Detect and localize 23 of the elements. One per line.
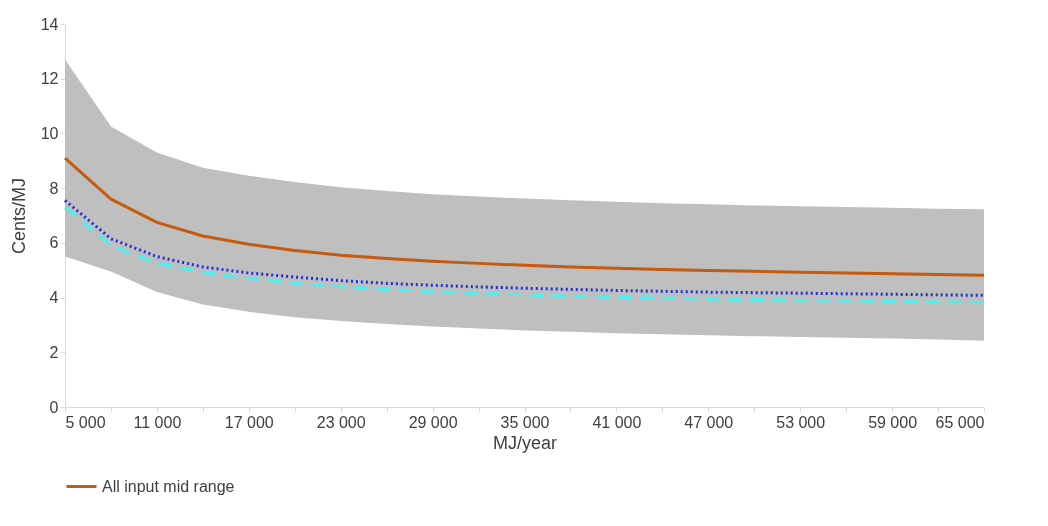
y-tick-label: 0 (49, 398, 59, 416)
y-tick-label: 2 (49, 343, 59, 361)
x-tick-label: 47 000 (684, 413, 734, 431)
line-series (63, 156, 986, 277)
y-tick-label: 12 (40, 70, 59, 88)
y-tick-label: 10 (40, 124, 59, 142)
x-tick-label: 5 000 (65, 413, 106, 431)
y-tick-label: 14 (40, 15, 59, 33)
y-tick-label: 6 (49, 234, 59, 252)
x-tick-label: 59 000 (868, 413, 918, 431)
x-tick-label: 41 000 (592, 413, 642, 431)
y-axis-title: Cents/MJ (8, 177, 29, 255)
y-tick-label: 4 (49, 289, 59, 307)
legend-label: All input mid range (102, 477, 235, 495)
x-tick-label: 11 000 (133, 413, 182, 431)
x-tick-label: 17 000 (224, 413, 274, 431)
x-tick-label: 35 000 (500, 413, 550, 431)
x-tick-label: 23 000 (316, 413, 366, 431)
x-tick-label: 53 000 (776, 413, 826, 431)
x-axis-title: MJ/year (492, 432, 558, 453)
x-tick-label: 29 000 (408, 413, 458, 431)
y-tick-label: 8 (49, 179, 59, 197)
x-tick-label: 65 000 (935, 413, 985, 431)
